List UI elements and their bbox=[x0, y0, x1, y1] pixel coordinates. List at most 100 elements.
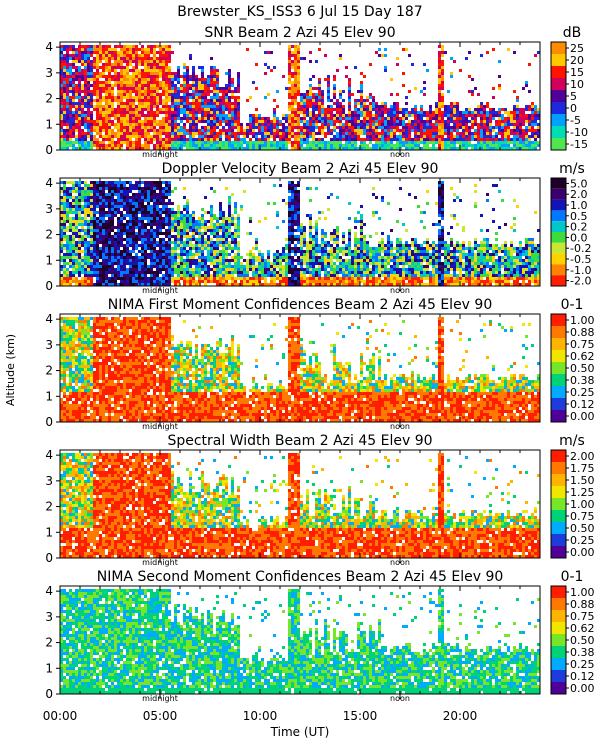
midnight-marker: midnight bbox=[142, 558, 178, 567]
y-tick-label: 0 bbox=[45, 415, 53, 429]
colorbar-swatch bbox=[551, 386, 566, 398]
colorbar-swatch bbox=[551, 522, 566, 534]
colorbar-swatch bbox=[551, 188, 566, 200]
colorbar-swatch bbox=[551, 610, 566, 622]
colorbar-label: 1.75 bbox=[570, 462, 595, 475]
colorbar-swatch bbox=[551, 534, 566, 546]
colorbar-swatch bbox=[551, 682, 566, 694]
heatmap-cells bbox=[60, 453, 540, 558]
colorbar-label: 1.0 bbox=[570, 199, 588, 212]
colorbar-swatch bbox=[551, 126, 566, 138]
colorbar-label: 0.5 bbox=[570, 210, 588, 223]
y-tick-label: 4 bbox=[45, 176, 53, 190]
colorbar-label: 0.88 bbox=[570, 326, 595, 339]
colorbar-label: 0.12 bbox=[570, 398, 595, 411]
colorbar-swatch bbox=[551, 314, 566, 326]
colorbar-swatch bbox=[551, 326, 566, 338]
y-tick-label: 1 bbox=[45, 525, 53, 539]
colorbar-swatch bbox=[551, 178, 566, 189]
colorbar-label: 1.00 bbox=[570, 586, 595, 599]
colorbar-swatch bbox=[551, 338, 566, 350]
colorbar-swatch bbox=[551, 510, 566, 522]
colorbar: 2.001.751.501.251.000.750.500.250.00 bbox=[550, 449, 595, 559]
colorbar-swatch bbox=[551, 90, 566, 102]
colorbar-label: 0.50 bbox=[570, 362, 595, 375]
colorbar-label: 0.38 bbox=[570, 646, 595, 659]
colorbar-label: 0.00 bbox=[570, 682, 595, 695]
colorbar-label: 0.00 bbox=[570, 410, 595, 423]
colorbar-label: 0.12 bbox=[570, 670, 595, 683]
colorbar-swatch bbox=[551, 54, 566, 66]
midnight-marker: midnight bbox=[142, 422, 178, 431]
colorbar-label: 5.0 bbox=[570, 177, 588, 190]
colorbar-swatch bbox=[551, 598, 566, 610]
colorbar-swatch bbox=[551, 253, 566, 265]
y-tick-label: 1 bbox=[45, 117, 53, 131]
colorbar-swatch bbox=[551, 221, 566, 232]
colorbar-label: 0.62 bbox=[570, 622, 595, 635]
colorbar-swatch bbox=[551, 66, 566, 78]
colorbar-swatch bbox=[551, 546, 566, 558]
colorbar-label: 0.50 bbox=[570, 522, 595, 535]
panel-1: SNR Beam 2 Azi 45 Elev 90 dB 0 1 2 3 4 midnight… bbox=[45, 25, 588, 159]
y-tick-label: 1 bbox=[45, 389, 53, 403]
colorbar-swatch bbox=[551, 450, 566, 462]
midnight-marker: midnight bbox=[142, 694, 178, 703]
x-tick-label: 10:00 bbox=[243, 709, 278, 723]
colorbar-label: 20 bbox=[570, 54, 584, 67]
colorbar-swatch bbox=[551, 410, 566, 422]
colorbar-label: 1.00 bbox=[570, 498, 595, 511]
figure-title: Brewster_KS_ISS3 6 Jul 15 Day 187 bbox=[177, 4, 422, 20]
colorbar: 1.000.880.750.620.500.380.250.120.00 bbox=[550, 313, 595, 423]
y-tick-label: 0 bbox=[45, 279, 53, 293]
colorbar-swatch bbox=[551, 199, 566, 211]
colorbar-label: 0.25 bbox=[570, 658, 595, 671]
y-tick-label: 4 bbox=[45, 312, 53, 326]
y-tick-label: 3 bbox=[45, 66, 53, 80]
colorbar-label: 1.25 bbox=[570, 486, 595, 499]
noon-marker: noon bbox=[390, 694, 410, 703]
panel-title: NIMA Second Moment Confidences Beam 2 Az… bbox=[97, 569, 504, 585]
colorbar-swatch bbox=[551, 78, 566, 90]
y-tick-label: 2 bbox=[45, 500, 53, 514]
colorbar-label: 25 bbox=[570, 42, 584, 55]
colorbar-label: 1.00 bbox=[570, 314, 595, 327]
colorbar-label: -5 bbox=[570, 114, 581, 127]
colorbar-swatch bbox=[551, 486, 566, 498]
panel-title: Doppler Velocity Beam 2 Azi 45 Elev 90 bbox=[162, 161, 439, 177]
y-tick-label: 0 bbox=[45, 551, 53, 565]
colorbar-swatch bbox=[551, 362, 566, 374]
colorbar-label: 0.25 bbox=[570, 534, 595, 547]
x-tick-label: 00:00 bbox=[43, 709, 78, 723]
colorbar-label: 0.88 bbox=[570, 598, 595, 611]
colorbar: 5.02.01.00.50.20.0-0.2-0.5-1.0-2.0 bbox=[550, 177, 591, 288]
colorbar-swatch bbox=[551, 374, 566, 386]
y-tick-label: 0 bbox=[45, 687, 53, 701]
y-tick-label: 2 bbox=[45, 92, 53, 106]
colorbar-swatch bbox=[551, 138, 566, 150]
heatmap-cells bbox=[60, 181, 540, 286]
midnight-marker: midnight bbox=[142, 150, 178, 159]
colorbar-swatch bbox=[551, 646, 566, 658]
colorbar-swatch bbox=[551, 102, 566, 114]
colorbar-swatch bbox=[551, 232, 566, 243]
colorbar-swatch bbox=[551, 474, 566, 486]
panel-unit: 0-1 bbox=[561, 297, 584, 313]
colorbar-swatch bbox=[551, 670, 566, 682]
colorbar-label: 5 bbox=[570, 90, 577, 103]
colorbar-label: 0.2 bbox=[570, 221, 588, 234]
y-tick-label: 4 bbox=[45, 584, 53, 598]
heatmap-cells bbox=[60, 317, 540, 422]
colorbar-label: 1.50 bbox=[570, 474, 595, 487]
y-tick-label: 3 bbox=[45, 610, 53, 624]
colorbar-label: -10 bbox=[570, 126, 588, 139]
colorbar-swatch bbox=[551, 350, 566, 362]
colorbar-label: 0.75 bbox=[570, 338, 595, 351]
colorbar-label: -1.0 bbox=[570, 264, 591, 277]
colorbar-swatch bbox=[551, 114, 566, 126]
y-tick-label: 0 bbox=[45, 143, 53, 157]
panels: SNR Beam 2 Azi 45 Elev 90 dB 0 1 2 3 4 midnight… bbox=[45, 25, 594, 703]
y-tick-label: 2 bbox=[45, 636, 53, 650]
colorbar-label: 2.0 bbox=[570, 188, 588, 201]
